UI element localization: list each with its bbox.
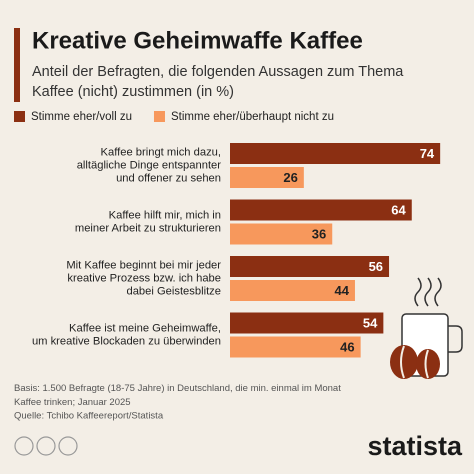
bar [230,223,333,245]
brand-logo: statista [367,431,463,461]
license-icons [14,436,78,456]
coffee-illustration [390,277,463,379]
value-label: 46 [340,339,354,354]
value-label: 26 [283,170,297,185]
legend-label: Stimme eher/überhaupt nicht zu [171,111,334,123]
value-label: 54 [363,315,378,330]
legend-swatch [14,111,25,122]
chart-subtitle: Anteil der Befragten, die folgenden Auss… [32,64,404,100]
value-label: 44 [334,283,349,298]
note: Basis: 1.500 Befragte (18-75 Jahre) in D… [14,383,341,408]
value-label: 56 [369,259,383,274]
bar [230,336,361,358]
value-label: 36 [312,226,326,241]
category-label: Kaffee ist meine Geheimwaffe, um kreative… [32,322,221,347]
category-label: Kaffee bringt mich dazu, alltägliche Ding… [77,146,222,184]
bar [230,199,412,221]
chart-title: Kreative Geheimwaffe Kaffee [32,27,363,54]
legend-label: Stimme eher/voll zu [31,111,132,123]
value-label: 64 [391,202,406,217]
category-label: Kaffee hilft mir, mich in meiner Arbeit z… [75,209,221,234]
bar [230,312,384,334]
accent-bar [14,28,20,102]
source: Quelle: Tchibo Kaffeereport/Statista [14,411,164,422]
bar [230,167,304,188]
category-label: Mit Kaffee beginnt bei mir jeder kreative… [66,259,221,297]
bar [230,256,390,277]
legend-swatch [153,111,165,122]
value-label: 74 [420,146,435,161]
bar [230,143,441,164]
bar [230,280,355,301]
